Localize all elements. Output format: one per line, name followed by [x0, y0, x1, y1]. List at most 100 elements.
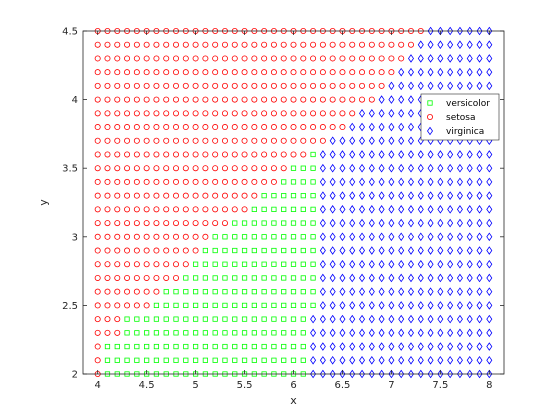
versicolor-point: [300, 179, 306, 185]
versicolor-point: [290, 193, 297, 199]
y-axis-label: y: [37, 199, 50, 206]
setosa-point: [202, 96, 209, 103]
virginica-point: [486, 218, 493, 228]
virginica-point: [417, 273, 424, 283]
versicolor-point: [251, 261, 257, 267]
virginica-point: [349, 287, 356, 296]
versicolor-point: [202, 302, 208, 309]
setosa-point: [153, 192, 160, 199]
virginica-point: [456, 54, 463, 63]
virginica-point: [417, 328, 424, 338]
virginica-point: [456, 150, 463, 159]
versicolor-point: [173, 330, 179, 336]
setosa-point: [349, 110, 356, 117]
virginica-point: [427, 54, 434, 63]
virginica-point: [319, 328, 326, 338]
versicolor-point: [261, 275, 267, 281]
setosa-point: [241, 110, 248, 117]
virginica-point: [368, 150, 375, 159]
setosa-point: [173, 247, 180, 254]
setosa-point: [182, 96, 189, 103]
versicolor-point: [183, 330, 189, 336]
setosa-point: [104, 137, 111, 144]
virginica-point: [447, 81, 454, 91]
virginica-point: [447, 328, 454, 338]
axis-ticks: 4 4.5 5 5.5 6 6.5 7 7.5 8 2 2.5 3 3.5 4 4.5: [62, 27, 504, 391]
versicolor-point: [290, 289, 297, 295]
virginica-point: [408, 191, 414, 200]
setosa-point: [300, 137, 307, 144]
virginica-point: [476, 54, 483, 63]
setosa-point: [398, 41, 405, 48]
virginica-point: [476, 177, 483, 187]
virginica-point: [466, 26, 473, 36]
virginica-point: [408, 342, 414, 351]
setosa-point: [124, 302, 131, 309]
virginica-point: [476, 163, 483, 173]
versicolor-point: [222, 316, 228, 322]
virginica-point: [466, 191, 473, 200]
setosa-point: [290, 124, 297, 131]
setosa-point: [202, 55, 209, 62]
versicolor-point: [290, 316, 297, 322]
versicolor-point: [134, 330, 140, 336]
virginica-point: [447, 287, 454, 296]
virginica-point: [368, 218, 375, 228]
setosa-point: [133, 261, 140, 268]
virginica-point: [417, 232, 424, 242]
setosa-point: [231, 55, 238, 62]
versicolor-point: [271, 193, 277, 199]
versicolor-point: [173, 289, 179, 295]
setosa-point: [143, 41, 150, 48]
setosa-point: [94, 357, 101, 364]
setosa-point: [143, 96, 150, 103]
virginica-point: [466, 163, 473, 173]
virginica-point: [398, 191, 405, 200]
versicolor-point: [281, 330, 287, 336]
virginica-point: [388, 109, 395, 118]
setosa-point: [221, 178, 228, 185]
virginica-point: [486, 150, 493, 159]
virginica-point: [456, 355, 463, 365]
setosa-point: [388, 69, 395, 76]
virginica-point: [349, 259, 356, 269]
setosa-point: [143, 165, 150, 172]
setosa-point: [290, 137, 297, 144]
setosa-point: [192, 96, 199, 103]
setosa-point: [143, 274, 150, 281]
versicolor-point: [232, 357, 238, 363]
setosa-point: [94, 55, 101, 62]
setosa-point: [104, 124, 111, 131]
versicolor-point: [114, 343, 120, 350]
versicolor-point: [261, 247, 267, 254]
versicolor-point: [251, 316, 257, 322]
versicolor-point: [202, 247, 208, 254]
virginica-point: [310, 314, 317, 324]
virginica-point: [408, 301, 414, 310]
virginica-point: [466, 40, 473, 50]
setosa-point: [94, 178, 101, 185]
setosa-point: [241, 165, 248, 172]
setosa-point: [329, 69, 336, 76]
setosa-point: [94, 137, 101, 144]
setosa-point: [153, 41, 160, 48]
virginica-point: [466, 355, 473, 365]
virginica-point: [329, 328, 336, 338]
setosa-point: [378, 55, 385, 62]
virginica-point: [388, 177, 395, 187]
virginica-point: [447, 259, 454, 269]
virginica-point: [447, 232, 454, 242]
virginica-point: [437, 40, 444, 50]
setosa-point: [212, 55, 219, 62]
virginica-point: [349, 314, 356, 324]
setosa-point: [270, 96, 277, 103]
versicolor-point: [222, 343, 228, 350]
virginica-point: [456, 246, 463, 255]
virginica-point: [427, 150, 434, 159]
setosa-point: [221, 137, 228, 144]
virginica-point: [466, 177, 473, 187]
versicolor-point: [232, 302, 238, 309]
virginica-point: [417, 54, 424, 63]
virginica-point: [378, 109, 385, 118]
